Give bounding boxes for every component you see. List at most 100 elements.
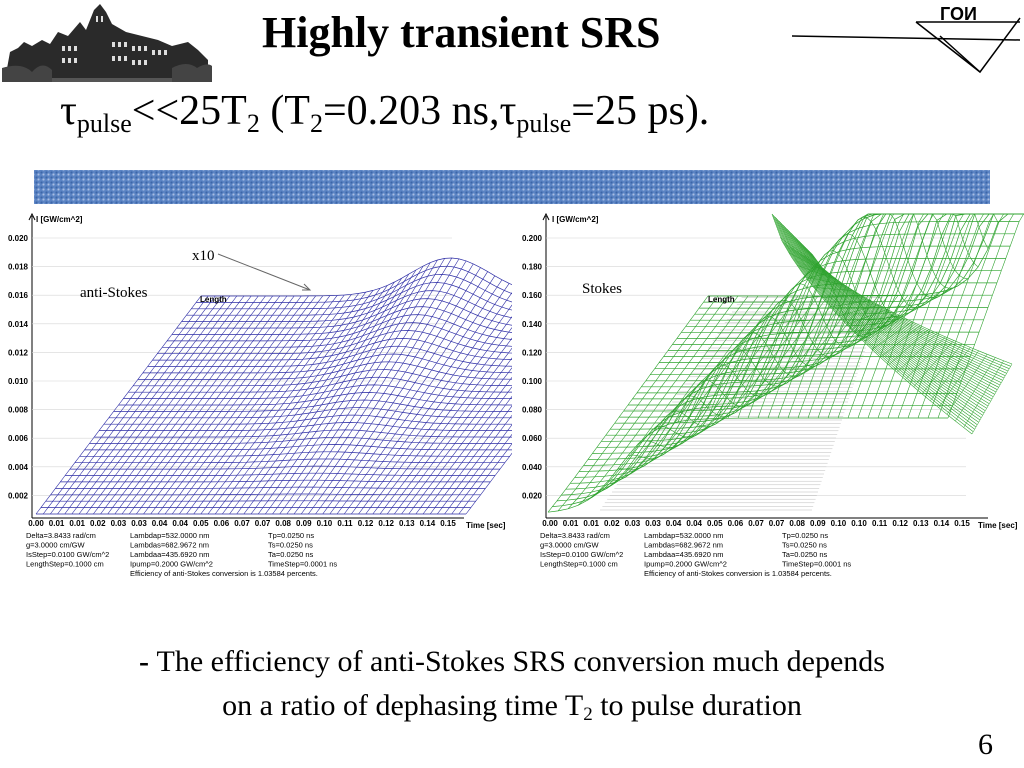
surface-line [863, 317, 904, 342]
param-text: Lambdas=682.9672 nm [644, 541, 723, 550]
surface-line [394, 357, 512, 515]
x-tick-label: 0.12 [358, 519, 374, 528]
surface-line [286, 257, 453, 515]
surface-line [379, 337, 512, 515]
surface-line [386, 347, 512, 515]
param-text: TimeStep=0.0001 ns [782, 560, 851, 569]
surface-line [707, 295, 869, 419]
param-text: TimeStep=0.0001 ns [268, 560, 337, 569]
y-tick-label: 0.010 [8, 377, 29, 386]
surface-line [329, 275, 496, 515]
surface-line [567, 295, 729, 510]
x-tick-label: 0.08 [789, 519, 805, 528]
x-tick-label: 0.01 [49, 519, 65, 528]
surface-line [150, 295, 316, 515]
param-text: Ta=0.0250 ns [782, 550, 827, 559]
bullet-dash: - [139, 645, 157, 678]
x-tick-label: 0.07 [769, 519, 785, 528]
param-text: g=3.0000 cm/GW [26, 541, 85, 550]
surface-line [74, 458, 505, 464]
surface-line [717, 295, 879, 419]
param-text: Lambdas=682.9672 nm [130, 541, 209, 550]
surface-line [888, 329, 929, 366]
surface-line [846, 309, 888, 325]
surface-line [308, 263, 474, 515]
param-text: Ts=0.0250 ns [268, 541, 313, 550]
x-tick-label: 0.04 [666, 519, 682, 528]
surface-line [351, 292, 512, 515]
y-axis-label: I [GW/cm^2] [36, 215, 83, 224]
surface-line [657, 295, 819, 429]
surface-line [855, 313, 896, 334]
surface-line [229, 281, 395, 515]
surface-line [78, 295, 245, 515]
surface-line [42, 295, 209, 515]
surface-line [946, 354, 988, 415]
surface-line [79, 451, 510, 457]
surface-line [100, 295, 266, 515]
surface-line [437, 414, 512, 515]
y-tick-label: 0.016 [8, 291, 29, 300]
logo-text: ГОИ [940, 4, 977, 24]
y-tick-label: 0.200 [522, 234, 543, 243]
surface-line [897, 213, 1024, 419]
x-tick-label: 0.13 [399, 519, 415, 528]
surface-line [143, 295, 309, 515]
slide-title: Highly transient SRS [262, 8, 661, 57]
decorative-band [34, 170, 990, 204]
series-label-stokes: Stokes [582, 281, 622, 297]
surface-line [780, 237, 821, 267]
surface-line [727, 295, 889, 419]
x-tick-label: 0.13 [913, 519, 929, 528]
x-tick-label: 0.01 [583, 519, 599, 528]
surface-line [947, 213, 1024, 419]
surface-line [896, 333, 938, 373]
surface-line [121, 295, 288, 515]
surface-line [917, 213, 1024, 419]
param-text: Ta=0.0250 ns [268, 550, 313, 559]
surface-line [880, 325, 921, 358]
x-tick-label: 0.01 [563, 519, 579, 528]
surface-line [777, 216, 939, 419]
surface-line [315, 267, 481, 515]
surface-line [637, 295, 799, 449]
x-tick-label: 0.14 [934, 519, 950, 528]
param-text: IsStep=0.0100 GW/cm^2 [26, 550, 109, 559]
surface-line [401, 367, 512, 515]
y-tick-label: 0.120 [522, 348, 543, 357]
x-tick-label: 0.15 [440, 519, 456, 528]
surface-line [667, 295, 829, 425]
surface-line [300, 260, 467, 515]
param-text: Lambdaa=435.6920 nm [130, 550, 209, 559]
surface-line [557, 295, 719, 512]
x-tick-label: 0.11 [872, 519, 888, 528]
surface-line [807, 213, 969, 419]
surface-line [35, 295, 202, 515]
surface-line [84, 444, 512, 451]
x-tick-label: 0.01 [69, 519, 85, 528]
surface-line [913, 340, 954, 387]
surface-line [955, 357, 996, 422]
y-tick-label: 0.140 [522, 320, 543, 329]
surface-line [930, 347, 971, 401]
y-tick-label: 0.100 [522, 377, 543, 386]
surface-line [971, 363, 1013, 435]
surface-line [343, 283, 510, 515]
surface-line [415, 386, 512, 515]
surface-line [963, 360, 1004, 428]
surface-line [767, 233, 929, 419]
surface-line [336, 279, 503, 515]
surface-line [697, 295, 859, 420]
x-tick-label: 0.10 [831, 519, 847, 528]
x-tick-label: 0.15 [954, 519, 970, 528]
y-tick-label: 0.018 [8, 263, 29, 272]
x-tick-label: 0.05 [707, 519, 723, 528]
surface-line [171, 295, 338, 515]
surface-line [64, 295, 230, 515]
surface-line [71, 295, 238, 515]
surface-line [93, 295, 259, 515]
surface-line [737, 283, 899, 419]
surface-line [236, 278, 402, 515]
surface-line [927, 213, 1024, 419]
x-tick-label: 0.10 [317, 519, 333, 528]
